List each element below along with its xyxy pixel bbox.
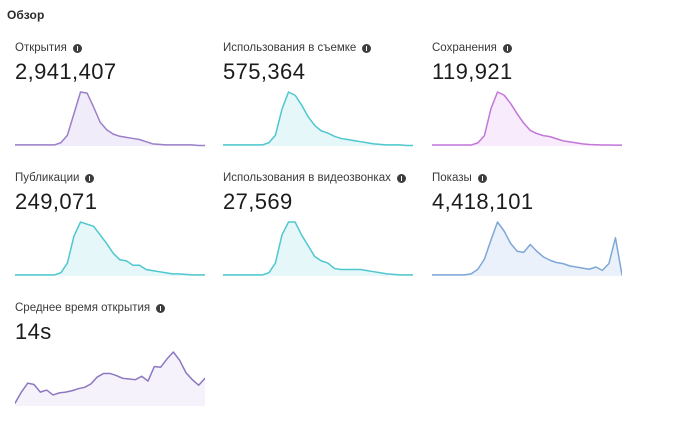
metric-value: 2,941,407 (15, 59, 117, 84)
metric-label: Открытия (15, 42, 67, 54)
metric-card-publications[interactable]: Публикации 249,071 (15, 170, 211, 282)
sparkline-chart (223, 221, 413, 276)
info-icon[interactable] (156, 303, 166, 313)
sparkline-chart (15, 91, 205, 147)
metric-value: 119,921 (432, 59, 513, 84)
metric-card-avg-open-time[interactable]: Среднее время открытия 14s (15, 300, 211, 412)
info-icon[interactable] (362, 43, 372, 53)
metric-label: Сохранения (432, 42, 497, 54)
metric-card-camera-uses[interactable]: Использования в съемке 575,364 (223, 40, 419, 152)
sparkline-line (432, 91, 622, 146)
sparkline-line (223, 221, 413, 276)
metric-label-row: Публикации (15, 170, 95, 186)
sparkline-line (15, 351, 205, 404)
info-icon[interactable] (396, 173, 406, 183)
sparkline-line (15, 221, 205, 276)
metric-card-impressions[interactable]: Показы 4,418,101 (432, 170, 628, 282)
sparkline-chart (15, 221, 205, 276)
metric-card-video-call-uses[interactable]: Использования в видеозвонках 27,569 (223, 170, 419, 282)
sparkline-area (223, 222, 413, 276)
sparkline-chart (223, 91, 413, 147)
metric-label: Использования в видеозвонках (223, 172, 391, 184)
sparkline-chart (432, 91, 622, 146)
metric-label: Среднее время открытия (15, 302, 151, 314)
metric-label-row: Показы (432, 170, 487, 186)
sparkline-line (15, 91, 205, 147)
metric-card-opens[interactable]: Открытия 2,941,407 (15, 40, 211, 152)
metric-label-row: Использования в видеозвонках (223, 170, 406, 186)
info-icon[interactable] (477, 173, 487, 183)
metric-label-row: Среднее время открытия (15, 300, 166, 316)
info-icon[interactable] (502, 43, 512, 53)
info-icon[interactable] (85, 173, 95, 183)
metric-value: 575,364 (223, 59, 306, 84)
metric-label-row: Использования в съемке (223, 40, 372, 56)
metric-card-saves[interactable]: Сохранения 119,921 (432, 40, 628, 152)
metric-label-row: Открытия (15, 40, 82, 56)
section-title: Обзор (7, 8, 45, 22)
sparkline-area (432, 92, 622, 146)
sparkline-area (15, 352, 205, 406)
sparkline-chart (15, 351, 205, 406)
metric-label-row: Сохранения (432, 40, 512, 56)
metric-value: 249,071 (15, 189, 98, 214)
metric-label: Использования в съемке (223, 42, 357, 54)
metric-value: 27,569 (223, 189, 293, 214)
metric-label: Показы (432, 172, 472, 184)
sparkline-line (223, 91, 413, 147)
sparkline-area (15, 92, 205, 146)
info-icon[interactable] (72, 43, 82, 53)
sparkline-area (223, 92, 413, 146)
metric-value: 14s (15, 319, 52, 344)
sparkline-chart (432, 221, 622, 276)
metric-label: Публикации (15, 172, 80, 184)
metric-value: 4,418,101 (432, 189, 534, 214)
sparkline-line (432, 221, 622, 276)
